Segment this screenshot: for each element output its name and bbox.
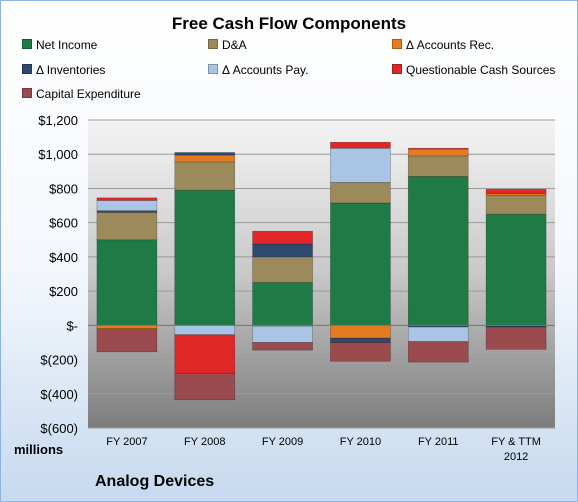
bar-segment <box>96 328 158 353</box>
legend-swatch <box>208 39 218 49</box>
bar-segment <box>174 161 236 191</box>
bar-segment <box>407 326 469 342</box>
x-tick-label: FY 2008 <box>184 436 225 448</box>
legend-swatch <box>392 39 402 49</box>
y-tick-label: $800 <box>49 181 78 196</box>
units-label: millions <box>14 442 64 457</box>
bar-segment <box>96 212 158 241</box>
bar-segment <box>330 182 391 204</box>
bar-segment <box>174 334 236 374</box>
bar-segment <box>330 325 391 339</box>
legend-swatch <box>22 64 32 74</box>
legend-item: Δ Accounts Pay. <box>208 63 309 77</box>
bar-segment <box>407 148 469 157</box>
y-tick-label: $- <box>66 318 78 333</box>
bar-segment <box>96 200 158 211</box>
x-tick-label: FY 2010 <box>340 436 381 448</box>
x-tick-label: FY 2009 <box>262 436 303 448</box>
legend-swatch <box>22 39 32 49</box>
y-tick-label: $(600) <box>40 421 78 436</box>
bar-segment <box>96 325 158 330</box>
y-tick-label: $1,000 <box>38 147 78 162</box>
bar-segment <box>252 256 313 283</box>
bar-segment <box>407 176 469 326</box>
bar-segment <box>174 325 236 336</box>
x-tick-label: 2012 <box>504 451 528 463</box>
legend-label: Questionable Cash Sources <box>406 63 556 77</box>
company-name: Analog Devices <box>95 473 215 490</box>
x-tick-label: FY 2007 <box>106 436 147 448</box>
legend-swatch <box>392 64 402 74</box>
bar-segment <box>252 230 313 245</box>
bar-segment <box>252 325 313 343</box>
bar-segment <box>174 189 236 326</box>
bar-segment <box>174 154 236 163</box>
y-tick-label: $(400) <box>40 387 78 402</box>
legend-item: Δ Accounts Rec. <box>392 38 494 52</box>
legend-label: Δ Inventories <box>36 63 106 77</box>
legend-label: D&A <box>222 38 247 52</box>
bar-segment <box>407 155 469 177</box>
plot-background <box>88 120 555 428</box>
bar-segment <box>485 189 547 194</box>
bar-segment <box>330 141 391 149</box>
bar-segment <box>485 213 547 326</box>
bar-segment <box>252 282 313 326</box>
legend-label: Net Income <box>36 38 98 52</box>
y-tick-label: $600 <box>49 216 78 231</box>
legend-label: Δ Accounts Rec. <box>406 38 495 52</box>
legend-item: D&A <box>208 38 247 52</box>
bar-segment <box>330 337 391 343</box>
legend-label: Capital Expenditure <box>36 87 141 101</box>
y-tick-label: $400 <box>49 250 78 265</box>
legend-swatch <box>208 64 218 74</box>
y-tick-label: $1,200 <box>38 113 78 128</box>
chart-title: Free Cash Flow Components <box>171 14 407 33</box>
legend-item: Capital Expenditure <box>22 87 141 101</box>
y-tick-label: $200 <box>49 284 78 299</box>
bar-segment <box>96 197 158 201</box>
x-tick-label: FY & TTM <box>491 436 541 448</box>
bar-segment <box>330 202 391 326</box>
bar-segment <box>330 147 391 183</box>
bar-segment <box>485 326 547 350</box>
legend-label: Δ Accounts Pay. <box>222 63 309 77</box>
y-tick-label: $(200) <box>40 353 78 368</box>
bar-segment <box>252 243 313 258</box>
bar-segment <box>96 239 158 326</box>
bar-segment <box>330 342 391 362</box>
x-tick-label: FY 2011 <box>418 436 459 448</box>
bar-segment <box>407 147 469 150</box>
bar-segment <box>252 342 313 351</box>
legend-item: Questionable Cash Sources <box>392 63 555 77</box>
legend-item: Net Income <box>22 38 97 52</box>
bar-segment <box>174 152 236 156</box>
legend-item: Δ Inventories <box>22 63 105 77</box>
bar-segment <box>407 341 469 363</box>
bar-segment <box>174 372 236 401</box>
legend-swatch <box>22 88 32 98</box>
bar-segment <box>485 194 547 215</box>
